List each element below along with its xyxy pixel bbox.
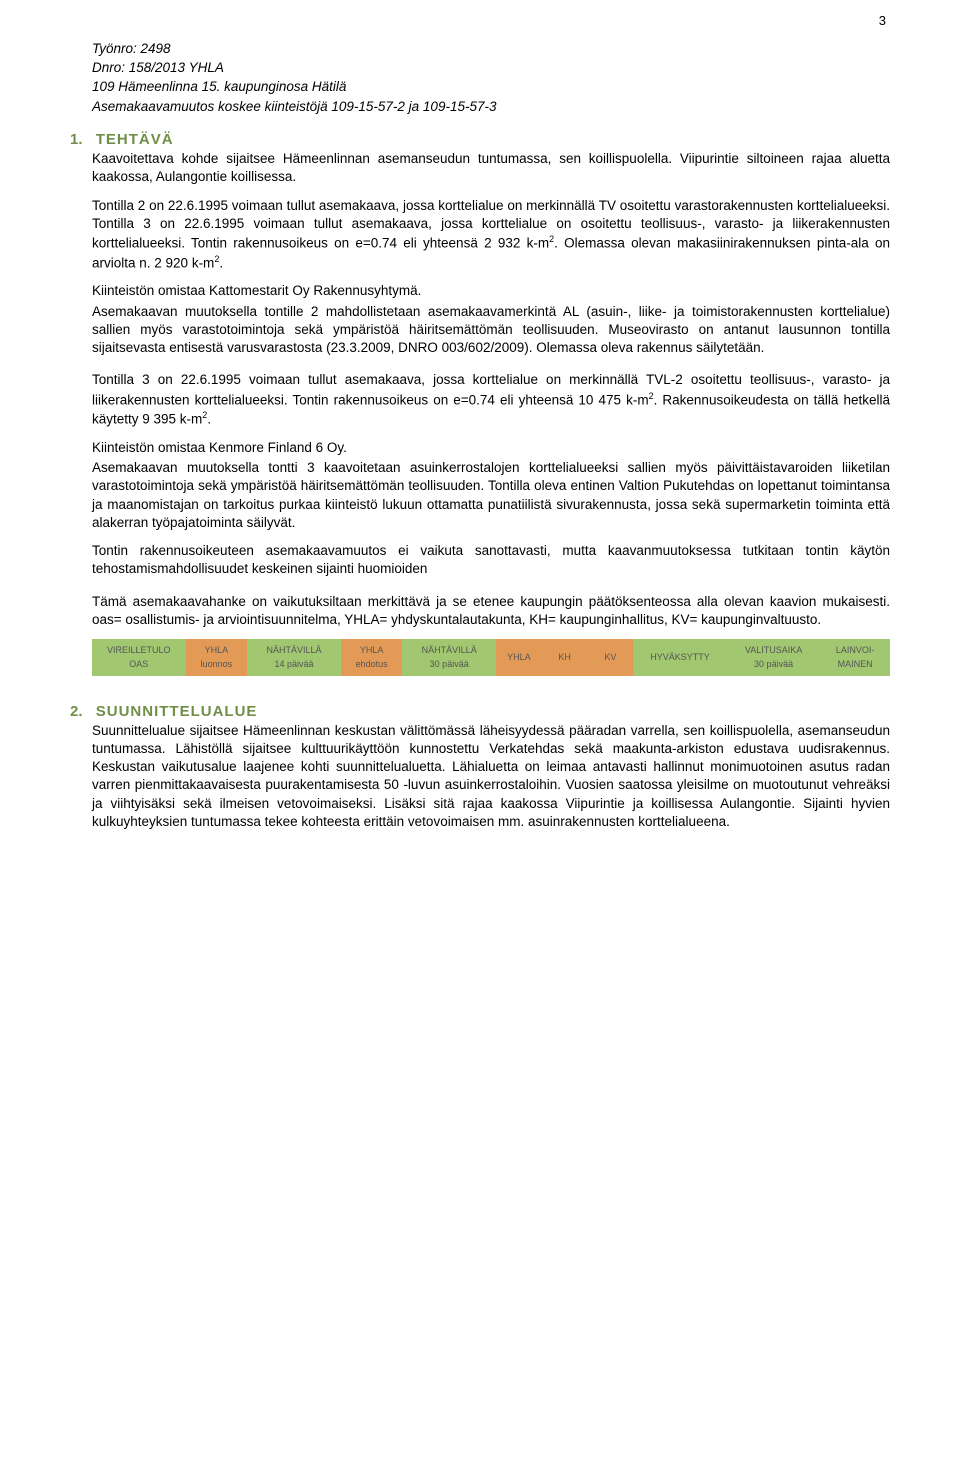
flow-cell: KV (588, 639, 634, 676)
flow-cell: YHLA luonnos (186, 639, 248, 676)
section-title: SUUNNITTELUALUE (96, 702, 258, 722)
flow-label: VALITUSAIKA (730, 645, 818, 656)
section-2: 2. SUUNNITTELUALUE Suunnittelualue sijai… (70, 702, 890, 832)
flow-cell: VALITUSAIKA 30 päivää (727, 639, 821, 676)
paragraph: Tontin rakennusoikeuteen asemakaavamuuto… (92, 542, 890, 578)
flow-label: MAINEN (823, 659, 887, 670)
paragraph: Tämä asemakaavahanke on vaikutuksiltaan … (92, 593, 890, 629)
flow-cell: VIREILLETULO OAS (92, 639, 186, 676)
flow-label: 30 päivää (730, 659, 818, 670)
meta-line: Työnro: 2498 (92, 40, 890, 58)
flow-cell: NÄHTÄVILLÄ 30 päivää (402, 639, 496, 676)
flow-cell: KH (542, 639, 588, 676)
process-flow-diagram: VIREILLETULO OAS YHLA luonnos NÄHTÄVILLÄ 14… (92, 639, 890, 676)
flow-cell: YHLA (496, 639, 542, 676)
paragraph: Tontilla 3 on 22.6.1995 voimaan tullut a… (92, 371, 890, 429)
paragraph: Asemakaavan muutoksella tontille 2 mahdo… (92, 303, 890, 358)
flow-label: 30 päivää (405, 659, 493, 670)
text: . (219, 255, 223, 270)
meta-line: Dnro: 158/2013 YHLA (92, 59, 890, 77)
flow-label: luonnos (189, 659, 245, 670)
flow-label: YHLA (344, 645, 400, 656)
flow-cell: NÄHTÄVILLÄ 14 päivää (247, 639, 341, 676)
flow-label: NÄHTÄVILLÄ (250, 645, 338, 656)
paragraph: Suunnittelualue sijaitsee Hämeenlinnan k… (92, 722, 890, 831)
flow-label: NÄHTÄVILLÄ (405, 645, 493, 656)
paragraph: Tontilla 2 on 22.6.1995 voimaan tullut a… (92, 197, 890, 273)
flow-label: YHLA (499, 652, 539, 663)
paragraph: Kiinteistön omistaa Kenmore Finland 6 Oy… (92, 439, 890, 457)
flow-label: 14 päivää (250, 659, 338, 670)
flow-label: ehdotus (344, 659, 400, 670)
flow-cell: HYVÄKSYTTY (633, 639, 727, 676)
section-number: 2. (70, 702, 92, 722)
page: 3 Työnro: 2498 Dnro: 158/2013 YHLA 109 H… (0, 0, 960, 897)
flow-label: KV (591, 652, 631, 663)
flow-cell: YHLA ehdotus (341, 639, 403, 676)
section-title: TEHTÄVÄ (96, 130, 174, 150)
flow-label: LAINVOI- (823, 645, 887, 656)
paragraph: Kaavoitettava kohde sijaitsee Hämeenlinn… (92, 150, 890, 186)
flow-label: YHLA (189, 645, 245, 656)
meta-line: 109 Hämeenlinna 15. kaupunginosa Hätilä (92, 78, 890, 96)
section-body: Suunnittelualue sijaitsee Hämeenlinnan k… (92, 722, 890, 831)
section-body: Kaavoitettava kohde sijaitsee Hämeenlinn… (92, 150, 890, 675)
section-1: 1. TEHTÄVÄ Kaavoitettava kohde sijaitsee… (70, 130, 890, 676)
document-meta: Työnro: 2498 Dnro: 158/2013 YHLA 109 Häm… (92, 40, 890, 116)
section-number: 1. (70, 130, 92, 150)
flow-label: OAS (95, 659, 183, 670)
page-number: 3 (879, 12, 886, 30)
flow-label: VIREILLETULO (95, 645, 183, 656)
text: . (207, 412, 211, 427)
flow-label: KH (545, 652, 585, 663)
meta-line: Asemakaavamuutos koskee kiinteistöjä 109… (92, 98, 890, 116)
paragraph: Kiinteistön omistaa Kattomestarit Oy Rak… (92, 282, 890, 300)
flow-label: HYVÄKSYTTY (636, 652, 724, 663)
flow-cell: LAINVOI- MAINEN (820, 639, 890, 676)
paragraph: Asemakaavan muutoksella tontti 3 kaavoit… (92, 459, 890, 532)
